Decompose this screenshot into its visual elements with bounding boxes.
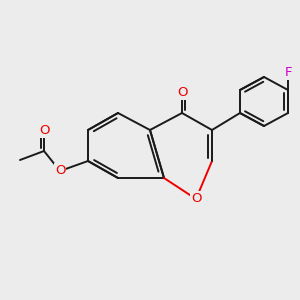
Text: O: O [191, 193, 201, 206]
Text: F: F [284, 65, 292, 79]
Text: O: O [39, 124, 49, 136]
Text: O: O [177, 85, 187, 98]
Text: O: O [55, 164, 65, 178]
